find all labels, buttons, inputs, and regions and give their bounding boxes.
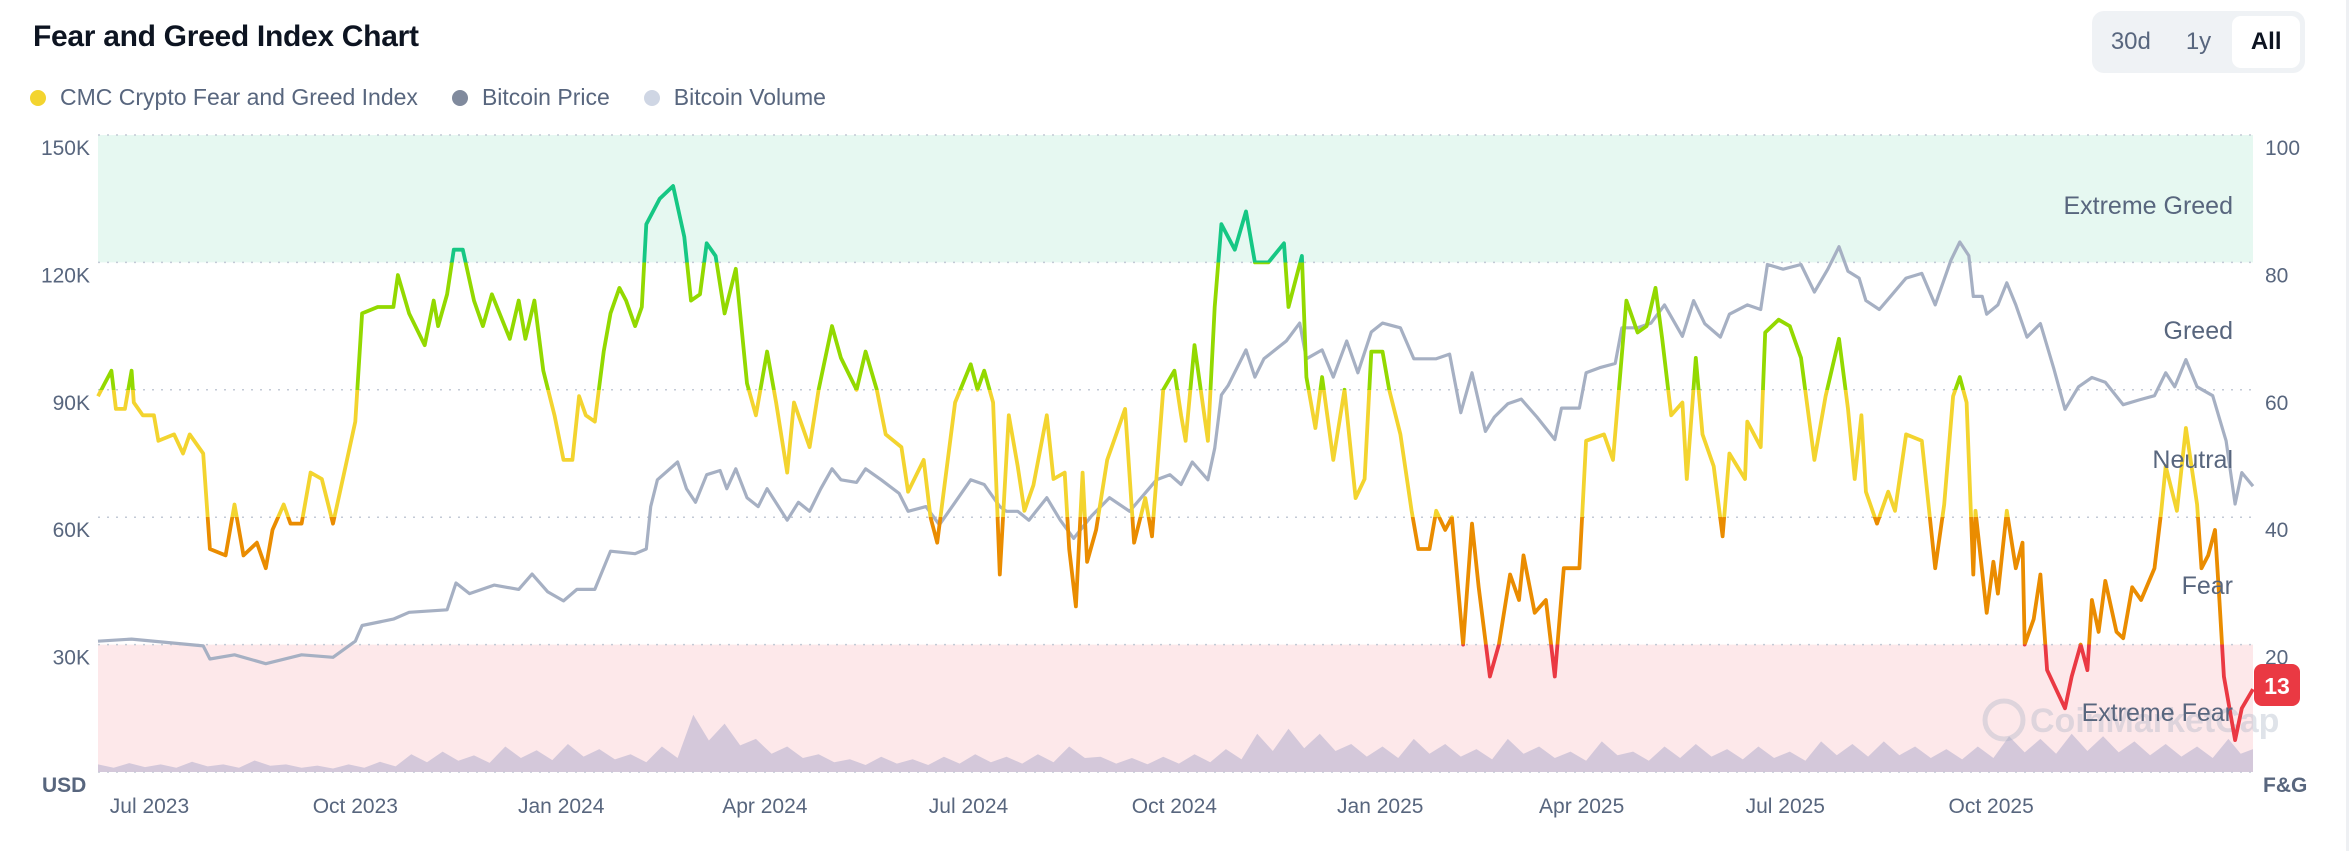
right-axis-unit: F&G: [2263, 774, 2307, 797]
x-axis-tick: Jan 2024: [518, 795, 605, 818]
chart-legend: CMC Crypto Fear and Greed Index Bitcoin …: [30, 84, 826, 111]
zone-label-extreme-fear: Extreme Fear: [2082, 699, 2233, 727]
panel-edge: [2346, 0, 2349, 851]
left-axis: 150K 120K 90K 60K 30K: [41, 137, 90, 670]
legend-item-bitcoin-price[interactable]: Bitcoin Price: [451, 84, 610, 111]
current-value-badge: 13: [2254, 664, 2300, 706]
coinmarketcap-logo-icon: [1982, 698, 2026, 742]
legend-dot-icon: [643, 89, 660, 106]
zone-labels: Extreme Greed Greed Neutral Fear Extreme…: [2063, 192, 2233, 727]
zone-label-fear: Fear: [2182, 572, 2233, 600]
right-axis: 100 80 60 40 20: [2265, 137, 2300, 670]
x-axis-tick: Oct 2025: [1949, 795, 2034, 818]
time-range-selector: 30d 1y All: [2092, 11, 2305, 73]
x-axis-tick: Oct 2024: [1132, 795, 1218, 818]
extreme-fear-band: [98, 644, 2253, 772]
left-axis-tick: 60K: [53, 519, 90, 542]
page-title: Fear and Greed Index Chart: [33, 20, 419, 53]
x-axis-tick: Jul 2025: [1746, 795, 1825, 818]
bitcoin-volume-area: [98, 714, 2253, 772]
range-button-1y[interactable]: 1y: [2185, 28, 2212, 55]
range-button-30d[interactable]: 30d: [2110, 28, 2151, 55]
right-axis-tick: 40: [2265, 519, 2288, 542]
left-axis-unit: USD: [42, 774, 86, 797]
zone-label-neutral: Neutral: [2152, 446, 2233, 474]
left-axis-tick: 90K: [53, 392, 90, 415]
range-button-all[interactable]: All: [2232, 16, 2301, 68]
right-axis-tick: 20: [2265, 647, 2288, 670]
x-axis-tick: Jul 2023: [110, 795, 189, 818]
extreme-greed-band: [98, 135, 2253, 263]
right-axis-tick: 100: [2265, 137, 2300, 160]
zone-label-greed: Greed: [2164, 317, 2233, 345]
zone-label-extreme-greed: Extreme Greed: [2063, 192, 2233, 220]
legend-label: Bitcoin Volume: [673, 84, 826, 110]
fear-greed-line: [96, 184, 2255, 742]
x-axis: Jul 2023 Oct 2023 Jan 2024 Apr 2024 Jul 2024…: [110, 795, 2034, 818]
badge-value: 13: [2264, 673, 2290, 699]
badge-background: [2254, 664, 2300, 706]
legend-dot-icon: [451, 89, 468, 106]
right-axis-tick: 60: [2265, 392, 2288, 415]
x-axis-tick: Jan 2025: [1337, 795, 1423, 818]
left-axis-tick: 150K: [41, 137, 90, 160]
x-axis-tick: Apr 2024: [722, 795, 808, 818]
right-axis-tick: 80: [2265, 264, 2288, 287]
legend-item-fear-greed[interactable]: CMC Crypto Fear and Greed Index: [30, 84, 418, 111]
left-axis-tick: 120K: [41, 264, 90, 287]
legend-dot-icon: [30, 89, 46, 106]
x-axis-tick: Jul 2024: [929, 795, 1009, 818]
x-axis-tick: Apr 2025: [1539, 795, 1624, 818]
legend-label: CMC Crypto Fear and Greed Index: [60, 84, 418, 110]
bitcoin-price-line: [97, 240, 2255, 666]
legend-item-bitcoin-volume[interactable]: Bitcoin Volume: [643, 84, 826, 111]
x-axis-tick: Oct 2023: [313, 795, 398, 818]
legend-label: Bitcoin Price: [481, 84, 610, 110]
left-axis-tick: 30K: [53, 647, 90, 670]
